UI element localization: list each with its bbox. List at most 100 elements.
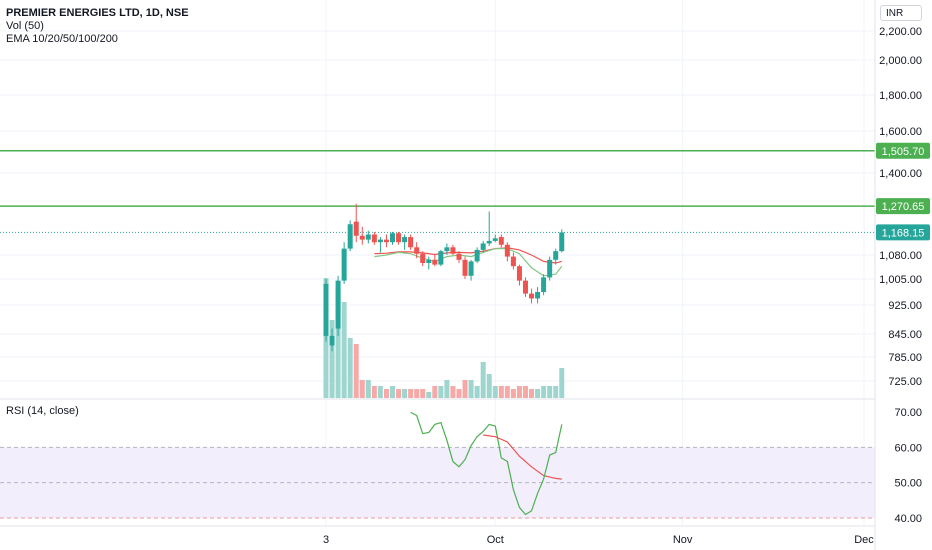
candle-body[interactable] [335,280,341,329]
volume-bar [353,344,359,398]
price-tick-label: 725.00 [888,376,922,388]
candle-body[interactable] [541,277,547,292]
rsi-line [410,411,563,516]
price-tick-label: 1,400.00 [879,168,922,180]
volume-bar [329,320,335,398]
volume-bar [541,386,547,398]
candle-body[interactable] [535,292,541,299]
currency-button[interactable]: INR [880,5,922,21]
candle-body[interactable] [329,335,335,346]
symbol-title[interactable]: PREMIER ENERGIES LTD, 1D, NSE [6,7,189,19]
volume-bar [510,389,516,398]
volume-bar [535,389,541,398]
candle-body[interactable] [522,280,528,294]
candle-body[interactable] [462,259,468,276]
candle-body[interactable] [468,261,474,276]
price-tick-label: 2,200.00 [879,26,922,38]
ema-long-line [374,247,562,264]
volume-bar [486,374,492,398]
ema-short-line [374,248,563,277]
price-tick-label: 1,800.00 [879,90,922,102]
candle-body[interactable] [414,247,420,254]
candle-body[interactable] [341,248,347,281]
candle-body[interactable] [492,238,498,241]
candle-body[interactable] [553,251,559,260]
price-tick-label: 1,005.00 [879,274,922,286]
volume-bar [516,386,522,398]
volume-bar [504,386,510,398]
level-price-tag-bg [876,198,930,215]
rsi-legend[interactable]: RSI (14, close) [6,405,79,417]
candle-body[interactable] [498,237,504,245]
candle-body[interactable] [408,237,414,248]
candle-body[interactable] [377,239,383,243]
volume-bar [402,389,408,398]
volume-bar [498,386,504,398]
volume-bar [432,386,438,398]
candle-body[interactable] [444,247,450,252]
candle-body[interactable] [402,237,408,243]
price-tick-label: 925.00 [888,300,922,312]
candle-body[interactable] [420,253,426,263]
volume-bar [450,386,456,398]
price-tick-label: 785.00 [888,352,922,364]
last-price-tag-bg [876,224,930,241]
candle-body[interactable] [474,249,480,262]
volume-bar [522,386,528,398]
candle-body[interactable] [547,259,553,278]
ema-legend[interactable]: EMA 10/20/50/100/200 [6,33,118,45]
candle-body[interactable] [480,243,486,250]
candle-body[interactable] [359,235,365,240]
volume-bar [480,362,486,398]
chart-legend: PREMIER ENERGIES LTD, 1D, NSE Vol (50) E… [6,7,189,46]
candle-body[interactable] [438,251,444,265]
rsi-tick-label: 60.00 [894,442,922,454]
candle-body[interactable] [456,253,462,260]
volume-bar [341,302,347,398]
volume-bar [389,386,395,398]
time-tick-label: Dec [854,534,874,546]
volume-bar [492,386,498,398]
candle-body[interactable] [510,256,516,267]
rsi-tick-label: 40.00 [894,513,922,525]
candle-body[interactable] [396,233,402,243]
volume-bar [456,389,462,398]
volume-bar [426,392,432,398]
volume-bar [359,380,365,398]
price-tick-label: 2,000.00 [879,55,922,67]
level-price-tag-bg [876,142,930,159]
volume-bar [347,338,353,398]
candle-body[interactable] [347,224,353,249]
candle-body[interactable] [323,283,329,336]
volume-bar [365,380,371,398]
candle-body[interactable] [353,221,359,236]
rsi-tick-label: 70.00 [894,407,922,419]
candle-body[interactable] [504,244,510,257]
level-price-tag: 1,505.70 [882,146,925,158]
time-tick-label: Oct [487,534,504,546]
candle-body[interactable] [486,240,492,244]
candle-body[interactable] [371,234,377,243]
volume-bar [377,386,383,398]
candle-body[interactable] [383,239,389,243]
volume-bar [408,389,414,398]
candle-body[interactable] [529,293,535,299]
volume-bar [414,389,420,398]
candle-body[interactable] [516,266,522,281]
volume-legend[interactable]: Vol (50) [6,20,44,32]
candle-body[interactable] [389,233,395,243]
level-price-tag: 1,270.65 [882,201,925,213]
candle-body[interactable] [432,259,438,265]
candle-body[interactable] [426,259,432,263]
candle-body[interactable] [559,232,565,252]
volume-bar [529,389,535,398]
volume-bar [462,380,468,398]
rsi-tick-label: 50.00 [894,478,922,490]
volume-bar [547,386,553,398]
candle-body[interactable] [365,234,371,240]
candle-body[interactable] [450,247,456,254]
volume-bar [468,380,474,398]
price-tick-label: 845.00 [888,329,922,341]
price-tick-label: 1,600.00 [879,126,922,138]
